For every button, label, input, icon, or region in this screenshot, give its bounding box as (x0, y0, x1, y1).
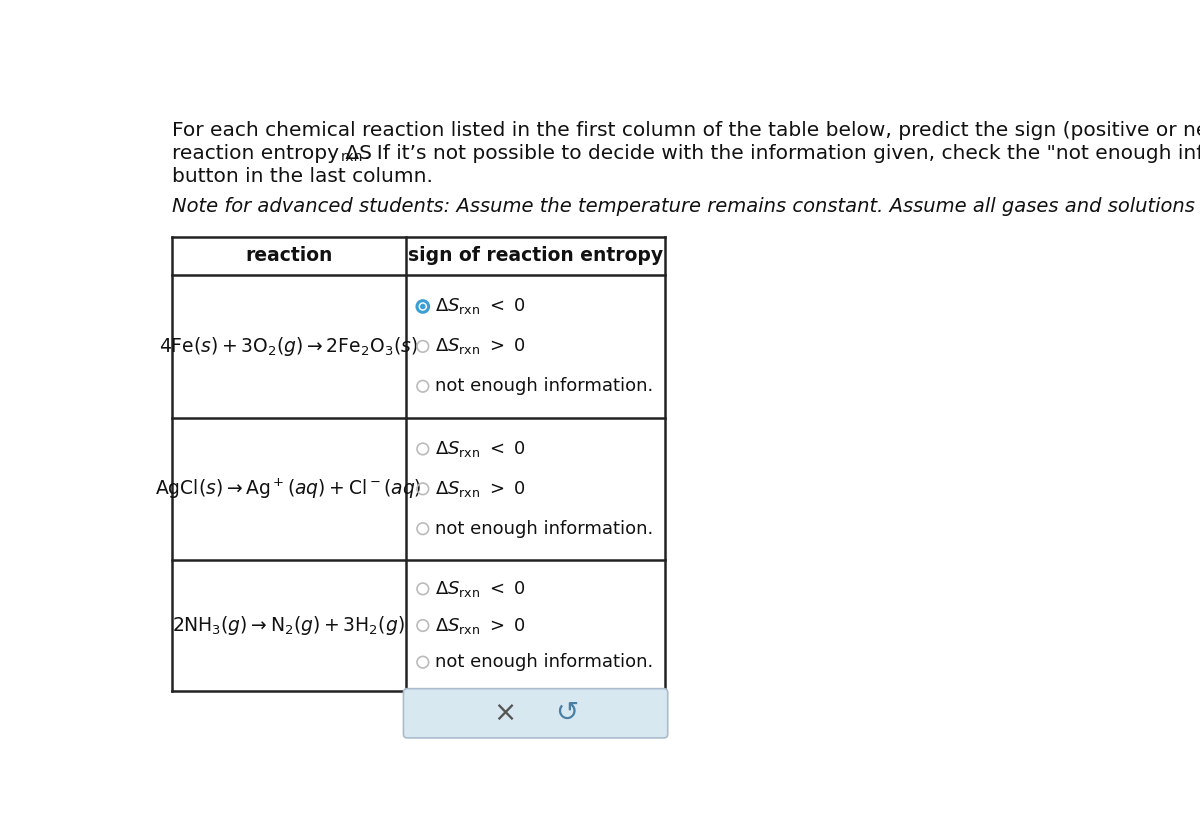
Text: rxn: rxn (341, 149, 364, 164)
Text: $\Delta S_{\mathregular{rxn}}\ <\ 0$: $\Delta S_{\mathregular{rxn}}\ <\ 0$ (434, 296, 526, 316)
Text: sign of reaction entropy: sign of reaction entropy (408, 247, 664, 266)
Text: Note for advanced students: Assume the temperature remains constant. Assume all : Note for advanced students: Assume the t… (172, 198, 1200, 217)
Text: $\Delta S_{\mathregular{rxn}}\ >\ 0$: $\Delta S_{\mathregular{rxn}}\ >\ 0$ (434, 336, 526, 356)
Text: $\Delta S_{\mathregular{rxn}}\ >\ 0$: $\Delta S_{\mathregular{rxn}}\ >\ 0$ (434, 479, 526, 499)
Text: reaction: reaction (245, 247, 332, 266)
Text: $\Delta S_{\mathregular{rxn}}\ <\ 0$: $\Delta S_{\mathregular{rxn}}\ <\ 0$ (434, 579, 526, 599)
Text: button in the last column.: button in the last column. (172, 168, 432, 187)
Text: not enough information.: not enough information. (434, 653, 653, 671)
Text: ×: × (493, 700, 516, 727)
Text: $\Delta S_{\mathregular{rxn}}\ <\ 0$: $\Delta S_{\mathregular{rxn}}\ <\ 0$ (434, 439, 526, 459)
Text: not enough information.: not enough information. (434, 520, 653, 538)
Circle shape (420, 304, 426, 310)
Text: reaction entropy ΔS: reaction entropy ΔS (172, 144, 372, 164)
Text: . If it’s not possible to decide with the information given, check the "not enou: . If it’s not possible to decide with th… (364, 144, 1200, 164)
Text: ↺: ↺ (554, 700, 578, 727)
Text: $2\mathrm{NH}_3(g) \rightarrow \mathrm{N}_2(g) + 3\mathrm{H}_2(g)$: $2\mathrm{NH}_3(g) \rightarrow \mathrm{N… (173, 614, 406, 637)
Text: $4\mathrm{Fe}(s) + 3\mathrm{O}_2(g) \rightarrow 2\mathrm{Fe}_2\mathrm{O}_3(s)$: $4\mathrm{Fe}(s) + 3\mathrm{O}_2(g) \rig… (160, 334, 418, 358)
Text: $\Delta S_{\mathregular{rxn}}\ >\ 0$: $\Delta S_{\mathregular{rxn}}\ >\ 0$ (434, 616, 526, 636)
Text: For each chemical reaction listed in the first column of the table below, predic: For each chemical reaction listed in the… (172, 121, 1200, 140)
FancyBboxPatch shape (403, 689, 667, 738)
Text: not enough information.: not enough information. (434, 378, 653, 395)
Text: $\mathrm{AgCl}(s) \rightarrow \mathrm{Ag}^+(aq) + \mathrm{Cl}^-(aq)$: $\mathrm{AgCl}(s) \rightarrow \mathrm{Ag… (156, 476, 422, 500)
